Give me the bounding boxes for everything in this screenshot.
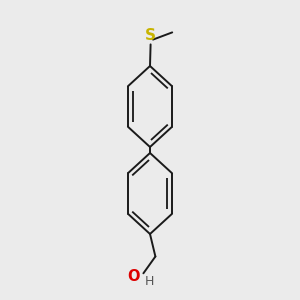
Text: O: O: [127, 269, 140, 284]
Text: H: H: [145, 275, 154, 288]
Text: S: S: [145, 28, 156, 43]
